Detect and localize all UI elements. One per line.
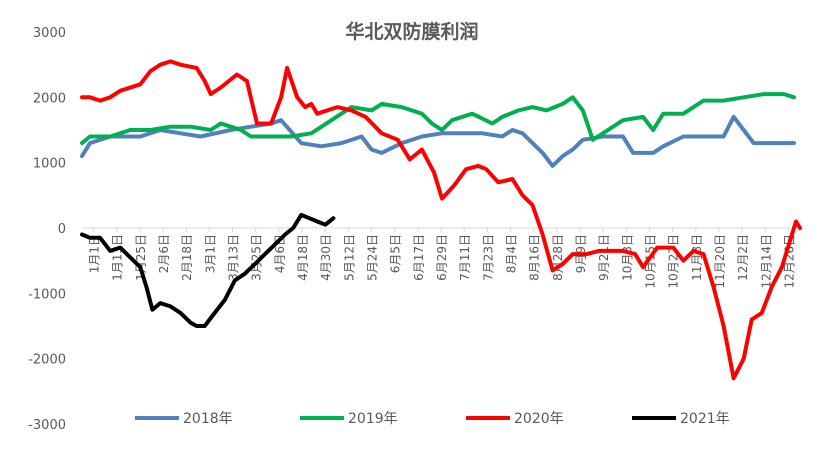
y-tick-label: -1000: [28, 287, 66, 302]
chart-title: 华北双防膜利润: [345, 20, 478, 43]
x-tick-label: 1月1日: [88, 234, 102, 273]
x-tick-label: 10月27日: [667, 234, 681, 289]
y-tick-label: 1000: [33, 157, 66, 172]
x-tick-label: 6月29日: [435, 234, 449, 281]
y-tick-label: 3000: [33, 26, 66, 41]
x-tick-label: 3月1日: [203, 234, 217, 273]
series-line-2: [80, 92, 796, 146]
y-tick-label: 0: [58, 222, 66, 237]
legend-label: 2021年: [680, 411, 730, 427]
x-axis: 1月1日 1月13日 1月25日 2月6日 2月18日 3月1日 3月13日 3月25日 4月6…: [82, 227, 800, 289]
x-tick-label: 2月18日: [180, 234, 194, 281]
legend-label: 2018年: [183, 411, 233, 427]
x-tick-label: 7月23日: [481, 234, 495, 281]
x-tick-label: 4月18日: [296, 234, 310, 281]
series-line-3: [80, 59, 802, 381]
x-tick-label: 11月8日: [690, 234, 704, 281]
x-tick-label: 8月28日: [551, 234, 565, 281]
x-tick-label: 12月2日: [736, 234, 750, 281]
x-tick-label: 4月30日: [319, 234, 333, 281]
x-tick-label: 8月4日: [504, 234, 518, 273]
x-tick-label: 2月6日: [157, 234, 171, 273]
legend: 2018年 2019年 2020年 2021年: [135, 411, 730, 427]
x-tick-label: 5月12日: [342, 234, 356, 281]
legend-label: 2020年: [514, 411, 564, 427]
x-tick-label: 10月15日: [643, 234, 657, 289]
x-tick-label: 1月25日: [134, 234, 148, 281]
y-tick-label: -3000: [28, 418, 66, 433]
x-tick-label: 1月13日: [111, 234, 125, 281]
x-tick-label: 6月17日: [412, 234, 426, 281]
series-layer: [80, 59, 802, 381]
legend-label: 2019年: [348, 411, 398, 427]
x-tick-label: 9月21日: [597, 234, 611, 281]
y-tick-label: 2000: [33, 91, 66, 106]
x-tick-label: 3月25日: [250, 234, 264, 281]
series-line-4: [80, 212, 336, 328]
x-tick-label: 8月16日: [528, 234, 542, 281]
x-tick-label: 10月3日: [620, 234, 634, 281]
x-tick-label: 11月20日: [713, 234, 727, 289]
x-tick-label: 7月11日: [458, 234, 472, 281]
x-tick-label: 3月13日: [227, 234, 241, 281]
x-tick-label: 5月24日: [366, 234, 380, 281]
x-tick-label: 12月14日: [759, 234, 773, 289]
x-tick-label: 6月5日: [389, 234, 403, 273]
y-axis: 3000 2000 1000 0 -1000 -2000 -3000: [28, 26, 66, 433]
y-tick-label: -2000: [28, 353, 66, 368]
